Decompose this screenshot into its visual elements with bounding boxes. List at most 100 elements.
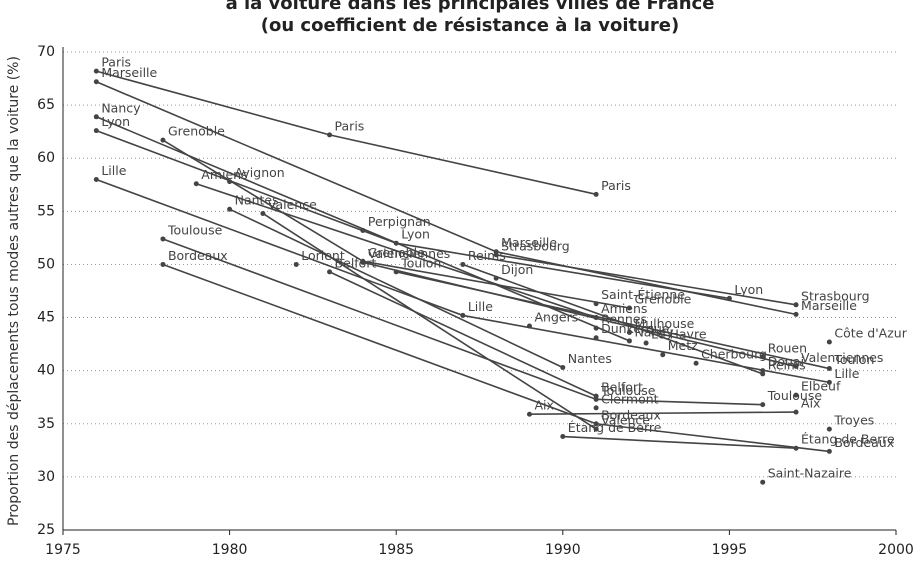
point-label: Paris — [335, 118, 365, 133]
point-label: Lille — [101, 163, 126, 178]
point-label: Avignon — [235, 165, 285, 180]
point — [693, 360, 699, 366]
y-tick-label: 35 — [37, 416, 55, 432]
point — [460, 312, 466, 318]
point-label: Lyon — [401, 227, 430, 242]
x-tick-label: 1980 — [212, 542, 248, 558]
point — [593, 325, 599, 331]
point-label: Metz — [668, 338, 698, 353]
point-label: Paris — [601, 178, 631, 193]
point-label: Marseille — [801, 298, 857, 313]
trajectory — [496, 254, 797, 306]
x-tick-label: 1990 — [545, 542, 581, 558]
point — [593, 405, 599, 411]
point-label: Grenoble — [634, 291, 691, 306]
point-label: Bordeaux — [168, 248, 228, 263]
point — [793, 445, 799, 451]
trajectory — [562, 435, 797, 450]
trajectory — [229, 208, 564, 369]
point — [93, 68, 99, 74]
point — [93, 79, 99, 85]
point — [593, 421, 599, 427]
point — [526, 411, 532, 417]
point — [826, 366, 832, 372]
point — [493, 252, 499, 258]
point-label: Troyes — [833, 413, 874, 428]
point — [793, 392, 799, 398]
point — [560, 434, 566, 440]
point — [360, 227, 366, 233]
point — [626, 338, 632, 344]
y-tick-label: 25 — [37, 522, 55, 538]
y-tick-label: 65 — [37, 97, 55, 113]
point-label: Le Havre — [651, 327, 707, 342]
point — [93, 176, 99, 182]
point — [760, 354, 766, 360]
point — [327, 132, 333, 138]
y-tick-label: 30 — [37, 469, 55, 485]
point — [626, 305, 632, 311]
point — [826, 339, 832, 345]
point-label: Cherbourg — [701, 347, 767, 362]
point — [160, 137, 166, 143]
y-tick-label: 40 — [37, 363, 55, 379]
point-label: Bordeaux — [834, 435, 894, 450]
point-label: Strasbourg — [801, 288, 870, 303]
point-label: Valence — [601, 413, 650, 428]
trajectory — [362, 261, 797, 368]
y-axis-label: Proportion des déplacements tous modes a… — [6, 56, 22, 526]
point — [593, 393, 599, 399]
point — [593, 426, 599, 432]
trajectory — [262, 212, 597, 430]
point — [660, 352, 666, 358]
point — [93, 114, 99, 120]
y-tick-label: 70 — [37, 44, 55, 60]
point-label: Elbeuf — [801, 379, 841, 394]
point — [393, 269, 399, 275]
point-label: Amiens — [201, 167, 247, 182]
y-tick-label: 50 — [37, 256, 55, 272]
point-label: Toulouse — [167, 222, 223, 237]
point-label: Lille — [468, 299, 493, 314]
y-tick-label: 60 — [37, 150, 55, 166]
point-label: Saint-Nazaire — [768, 466, 852, 481]
point — [760, 368, 766, 374]
point-label: Lyon — [101, 114, 130, 129]
point-label: Valenciennes — [368, 246, 450, 261]
trajectory — [96, 81, 797, 316]
point — [160, 236, 166, 242]
point-label: Rennes — [601, 312, 647, 327]
chart-title: à la voiture dans les principales villes… — [226, 0, 715, 14]
point-label: Paris — [101, 55, 131, 70]
point-label: Strasbourg — [501, 238, 570, 253]
point-label: Grenoble — [168, 124, 225, 139]
y-tick-label: 55 — [37, 203, 55, 219]
point — [493, 275, 499, 281]
point-label: Lorient — [301, 248, 345, 263]
point — [826, 379, 832, 385]
point-label: Lille — [834, 366, 859, 381]
point-label: Nantes — [235, 193, 279, 208]
point-label: Angers — [534, 310, 578, 325]
x-tick-label: 2000 — [878, 542, 914, 558]
point — [393, 240, 399, 246]
trajectory — [529, 411, 797, 416]
point-label: Saint-Étienne — [601, 287, 685, 302]
point-label: Aix — [801, 396, 820, 411]
point-label: Rouen — [768, 340, 807, 355]
point — [593, 335, 599, 341]
point-label: Étang de Berre — [568, 420, 662, 435]
point — [760, 479, 766, 485]
point-label: Toulouse — [600, 383, 656, 398]
point — [626, 329, 632, 335]
point-label: Bordeaux — [601, 407, 661, 422]
trajectory — [396, 271, 830, 370]
point — [160, 261, 166, 267]
chart-subtitle: (ou coefficient de résistance à la voitu… — [261, 15, 679, 36]
point-label: Perpignan — [368, 214, 431, 229]
x-tick-label: 1995 — [712, 542, 748, 558]
point-label: Côte d'Azur — [834, 325, 907, 340]
x-tick-label: 1975 — [45, 542, 81, 558]
point-label: Douai — [768, 354, 804, 369]
